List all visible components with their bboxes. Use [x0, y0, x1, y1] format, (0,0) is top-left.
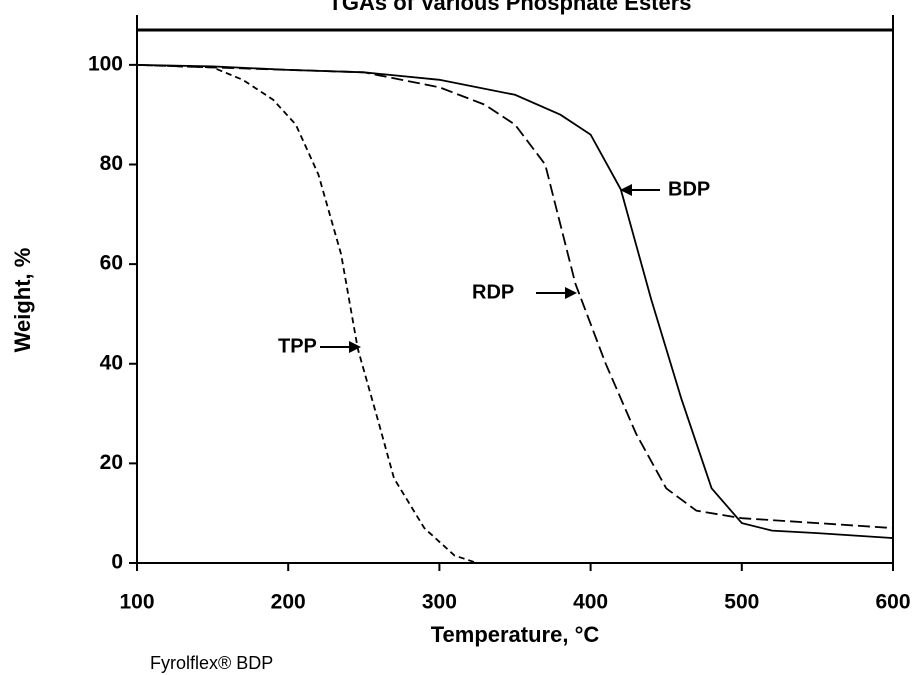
- x-tick-label: 500: [724, 591, 759, 614]
- x-tick-label: 600: [875, 591, 910, 614]
- data-line: [136, 64, 894, 539]
- annotation: RDP: [472, 281, 514, 303]
- y-tick-label: 100: [88, 52, 123, 75]
- x-tick-label: 300: [422, 591, 457, 614]
- data-line: [136, 64, 894, 529]
- footer-text: Fyrolflex® BDP: [150, 653, 273, 673]
- x-tick-label: 200: [271, 591, 306, 614]
- x-axis-label: Temperature, °C: [431, 622, 600, 647]
- chart-title: TGAs of Various Phosphate Esters: [328, 0, 691, 15]
- y-tick-label: 40: [100, 351, 123, 374]
- x-tick-label: 400: [573, 591, 608, 614]
- y-tick-label: 0: [111, 551, 123, 574]
- annotation: TPP: [278, 335, 317, 357]
- annotation: BDP: [668, 178, 710, 200]
- y-axis-label: Weight, %: [10, 248, 35, 353]
- arrow-head: [620, 184, 632, 196]
- y-tick-label: 20: [100, 451, 123, 474]
- arrow-head: [349, 341, 361, 353]
- x-tick-label: 100: [119, 591, 154, 614]
- data-line: [136, 64, 893, 564]
- arrow-head: [565, 287, 577, 299]
- y-tick-label: 80: [100, 152, 123, 175]
- y-tick-label: 60: [100, 252, 123, 275]
